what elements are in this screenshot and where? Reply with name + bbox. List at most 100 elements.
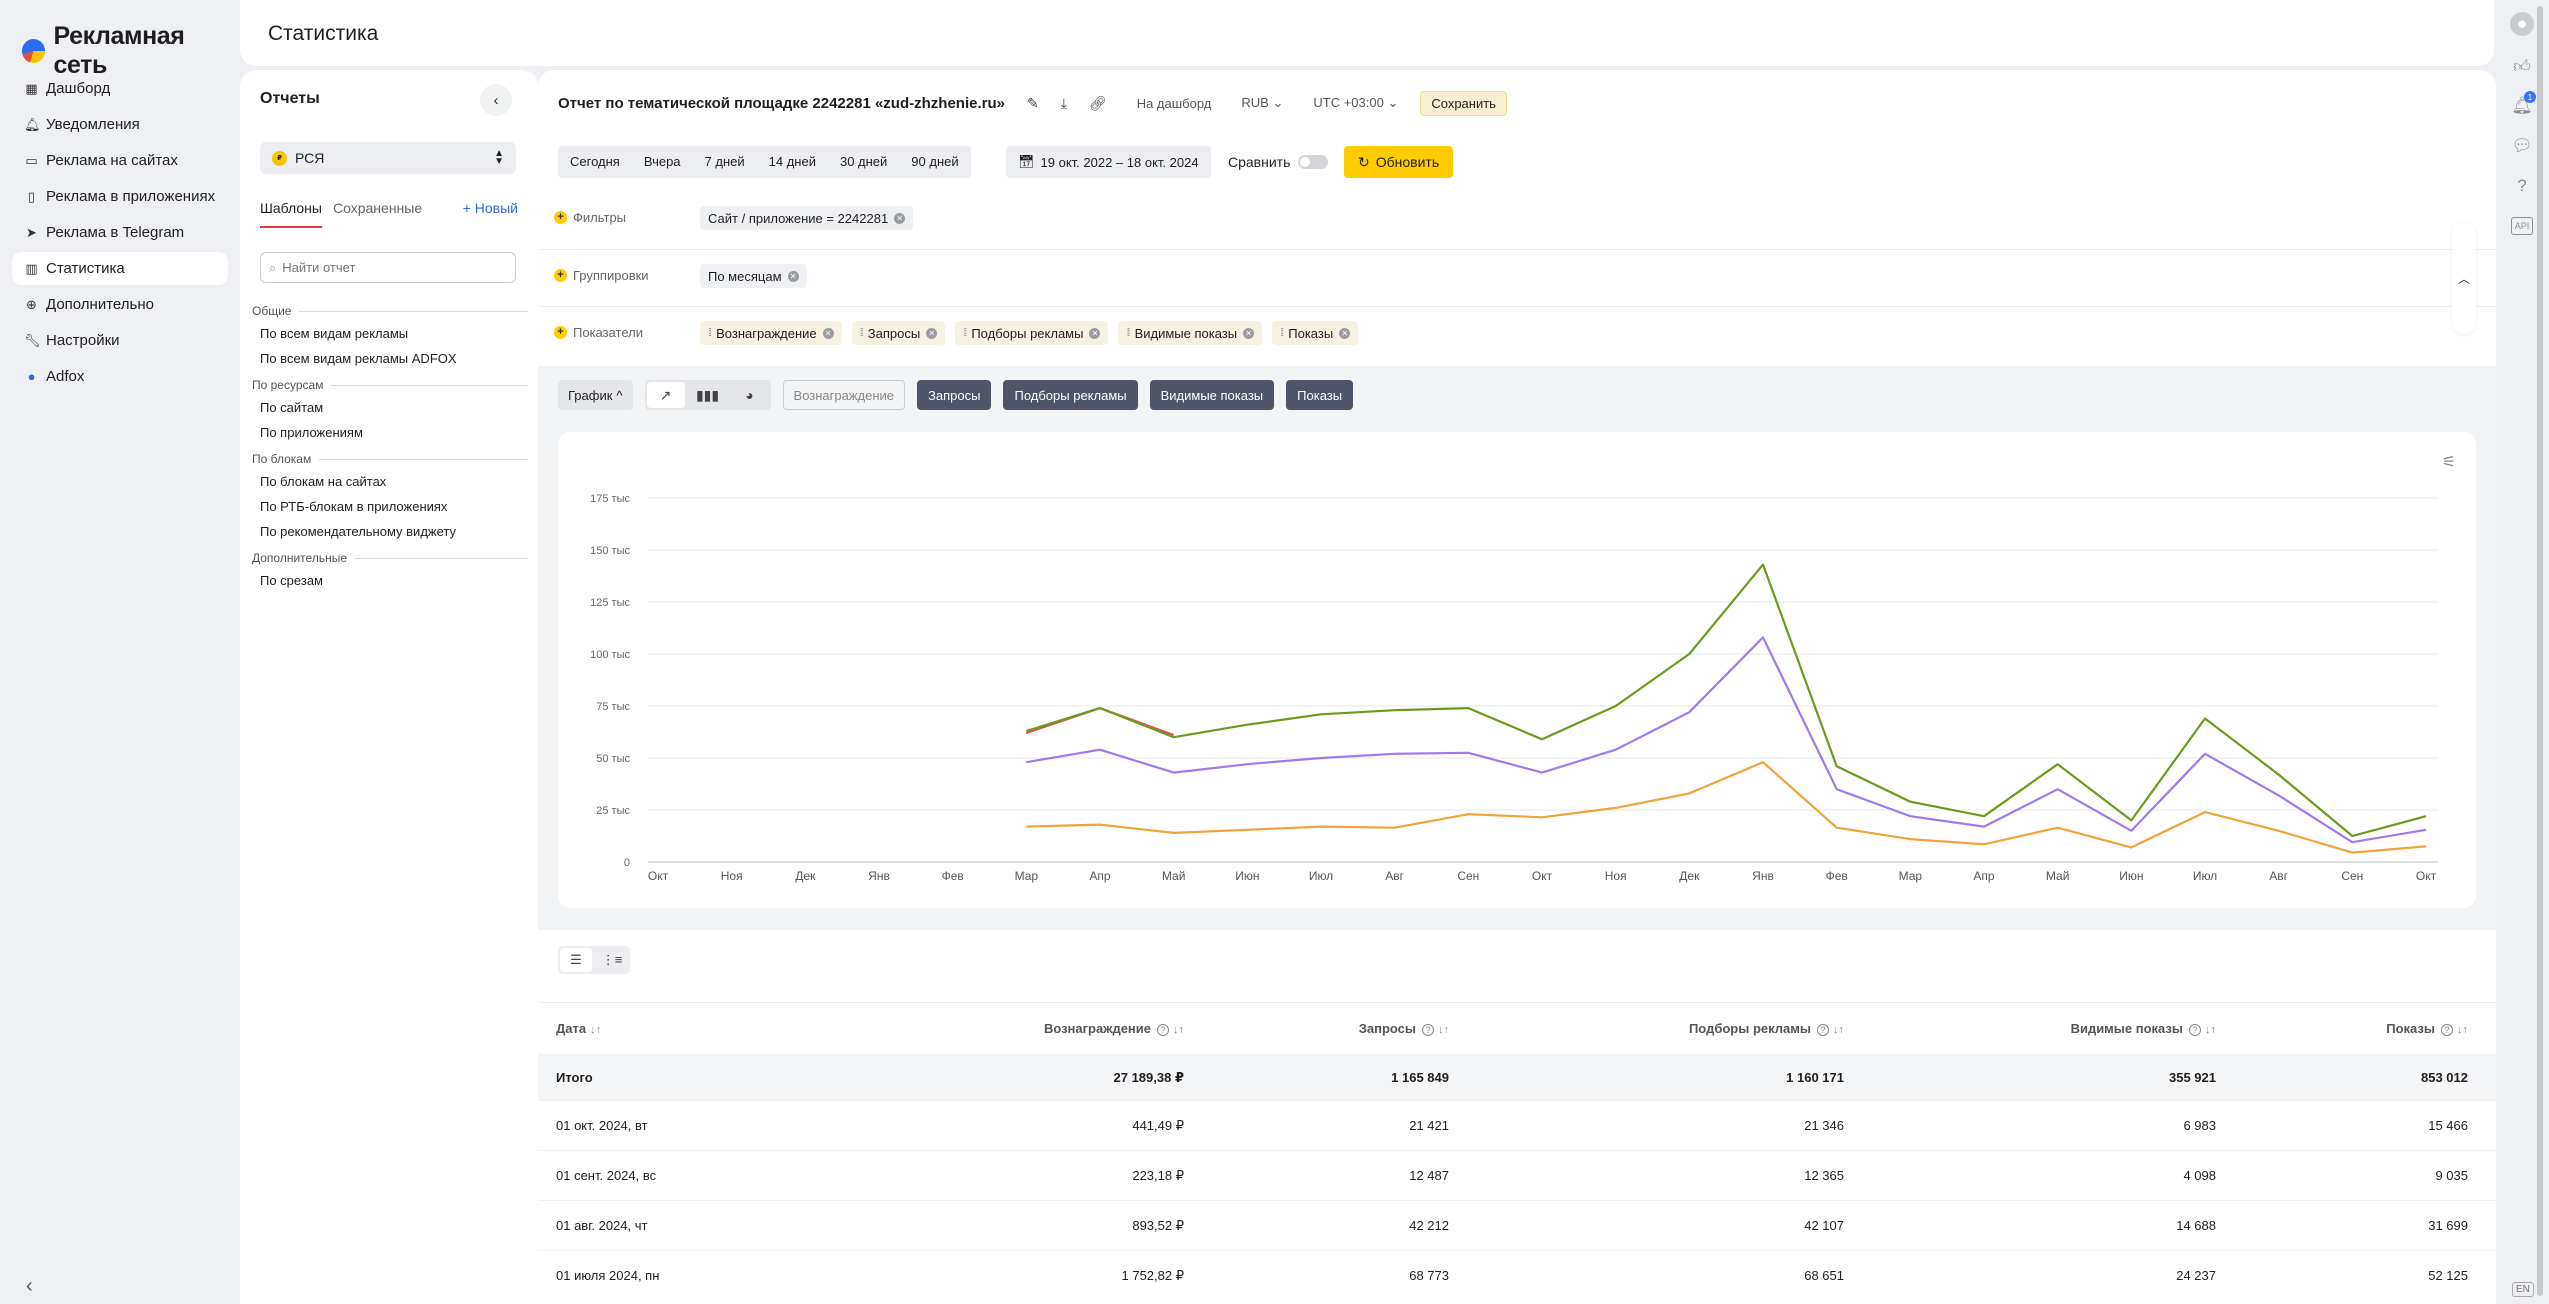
report-item[interactable]: По РТБ-блокам в приложениях [260,499,448,514]
metric-chip[interactable]: ⁞⁞ Вознаграждение ✕ [700,321,842,345]
timezone-select[interactable]: UTC +03:00 ⌄ [1313,95,1398,111]
thumbs-up-icon[interactable]: 👍︎ [2513,56,2531,76]
close-icon[interactable]: ✕ [1243,327,1255,339]
report-item[interactable]: По сайтам [260,400,324,415]
help-icon[interactable]: ? [1817,1024,1829,1036]
collapse-panel-button[interactable]: ‹ [480,84,512,116]
page-scrollbar[interactable] [2535,6,2545,1296]
column-header-reward[interactable]: Вознаграждение? ↓↑ [832,1002,1212,1055]
report-item[interactable]: По рекомендательному виджету [260,524,457,539]
language-switch[interactable]: EN [2512,1282,2534,1297]
drag-handle-icon[interactable]: ⁞⁞ [859,327,864,339]
metric-chip[interactable]: ⁞⁞ Показы ✕ [1272,321,1359,345]
scrollbar-thumb[interactable] [2537,6,2543,1296]
tab-saved[interactable]: Сохраненные [333,200,423,216]
help-icon[interactable]: ? [2189,1024,2201,1036]
nav-item-sites[interactable]: ▭ Реклама на сайтах [12,144,228,177]
tree-list-icon[interactable]: ⋮≡ [601,952,623,967]
graph-toggle[interactable]: График ^ [558,380,633,410]
add-grouping[interactable]: + Группировки [554,268,649,283]
metric-chip[interactable]: ⁞⁞ Запросы ✕ [851,321,946,345]
line-chart-icon[interactable]: ↗ [646,382,685,408]
close-icon[interactable]: ✕ [1339,327,1351,339]
edit-icon[interactable]: ✎ [1026,94,1039,111]
report-item[interactable]: По всем видам рекламы [260,326,409,341]
search-input[interactable] [282,260,503,275]
close-icon[interactable]: ✕ [822,327,834,339]
report-item[interactable]: По срезам [260,573,323,588]
nav-item-notifications[interactable]: 🔔︎ Уведомления [12,108,228,141]
nav-item-statistics[interactable]: ▥ Статистика [12,252,228,285]
bell-icon[interactable]: 🔔︎ 1 [2510,91,2536,118]
add-filter[interactable]: + Фильтры [554,210,626,225]
help-icon[interactable]: ? [1157,1024,1169,1036]
report-item[interactable]: По блокам на сайтах [260,474,387,489]
table-row[interactable]: 01 авг. 2024, чт 893,52 ₽ 42 212 42 107 … [538,1200,2496,1251]
currency-select[interactable]: RUB ⌄ [1241,95,1283,111]
help-icon[interactable]: ? [2441,1024,2453,1036]
pie-chart-icon[interactable]: ◕ [745,387,754,403]
nav-item-apps[interactable]: ▯ Реклама в приложениях [12,180,228,213]
report-item[interactable]: По всем видам рекламы ADFOX [260,351,457,366]
metric-toggle-reward[interactable]: Вознаграждение [782,380,906,410]
filter-chip[interactable]: Сайт / приложение = 2242281 ✕ [700,206,914,230]
date-range-picker[interactable]: 📅︎ 19 окт. 2022 – 18 окт. 2024 [1006,146,1211,178]
period-90-days[interactable]: 90 дней [911,154,959,169]
help-icon[interactable]: ? [2517,176,2527,195]
grouping-chip[interactable]: По месяцам ✕ [700,264,807,288]
sort-icon[interactable]: ↓↑ [1173,1024,1184,1036]
period-yesterday[interactable]: Вчера [643,154,681,169]
metric-toggle-requests[interactable]: Запросы [917,380,992,410]
collapse-nav-icon[interactable]: ‹ [26,1275,33,1297]
add-metric[interactable]: + Показатели [554,325,643,340]
avatar[interactable]: ● [2510,12,2534,36]
dashboard-link[interactable]: На дашборд [1136,95,1212,111]
sort-icon[interactable]: ↓↑ [1833,1024,1844,1036]
metric-chip[interactable]: ⁞⁞ Видимые показы ✕ [1118,321,1263,345]
period-14-days[interactable]: 14 дней [768,154,816,169]
close-icon[interactable]: ✕ [926,327,938,339]
metric-chip[interactable]: ⁞⁞ Подборы рекламы ✕ [955,321,1109,345]
sort-icon[interactable]: ↓↑ [590,1024,602,1036]
tab-templates[interactable]: Шаблоны [260,200,322,228]
nav-item-adfox[interactable]: ● Adfox [12,360,228,393]
drag-handle-icon[interactable]: ⁞⁞ [1126,327,1130,339]
close-icon[interactable]: ✕ [787,270,799,282]
column-header-requests[interactable]: Запросы? ↓↑ [1212,1002,1477,1055]
sort-icon[interactable]: ↓↑ [2457,1024,2468,1036]
nav-item-additional[interactable]: ⊕ Дополнительно [12,288,228,321]
product-select[interactable]: ₽ РСЯ ▲ ▼ [260,142,516,174]
metric-toggle-visible-impressions[interactable]: Видимые показы [1149,380,1275,410]
period-today[interactable]: Сегодня [570,154,620,169]
drag-handle-icon[interactable]: ⁞⁞ [708,327,712,339]
close-icon[interactable]: ✕ [894,212,906,224]
sort-icon[interactable]: ↓↑ [1438,1024,1449,1036]
collapse-settings-button[interactable]: ︿ [2452,222,2476,334]
download-icon[interactable]: ⤓ [1060,94,1067,111]
link-icon[interactable]: 🔗︎ [1088,94,1107,111]
table-row[interactable]: 01 окт. 2024, вт 441,49 ₽ 21 421 21 346 … [538,1100,2496,1151]
save-button[interactable]: Сохранить [1420,90,1507,116]
compare-toggle[interactable] [1298,155,1329,169]
column-header-ad-selections[interactable]: Подборы рекламы? ↓↑ [1477,1002,1872,1055]
column-header-date[interactable]: Дата ↓↑ [538,1002,832,1055]
table-row[interactable]: 01 июля 2024, пн 1 752,82 ₽ 68 773 68 65… [538,1250,2496,1301]
table-row[interactable]: 01 сент. 2024, вс 223,18 ₽ 12 487 12 365… [538,1150,2496,1201]
column-header-visible-impressions[interactable]: Видимые показы? ↓↑ [1872,1002,2244,1055]
metric-toggle-ad-selections[interactable]: Подборы рекламы [1003,380,1138,410]
report-item[interactable]: По приложениям [260,425,363,440]
column-header-impressions[interactable]: Показы? ↓↑ [2244,1002,2496,1055]
bar-chart-icon[interactable]: ▮▮▮ [695,386,720,403]
nav-item-settings[interactable]: 🔧︎ Настройки [12,324,228,357]
close-icon[interactable]: ✕ [1089,327,1101,339]
flat-list-icon[interactable]: ☰ [560,948,592,972]
nav-item-dashboard[interactable]: ▦ Дашборд [12,72,228,105]
report-search[interactable]: ⌕ [260,252,516,283]
period-7-days[interactable]: 7 дней [704,154,745,169]
refresh-button[interactable]: ↻ Обновить [1344,146,1454,178]
new-report-link[interactable]: + Новый [462,200,518,216]
period-30-days[interactable]: 30 дней [839,154,888,169]
nav-item-telegram[interactable]: ➤ Реклама в Telegram [12,216,228,249]
logo[interactable]: Рекламная сеть [22,22,240,80]
drag-handle-icon[interactable]: ⁞⁞ [963,327,967,339]
